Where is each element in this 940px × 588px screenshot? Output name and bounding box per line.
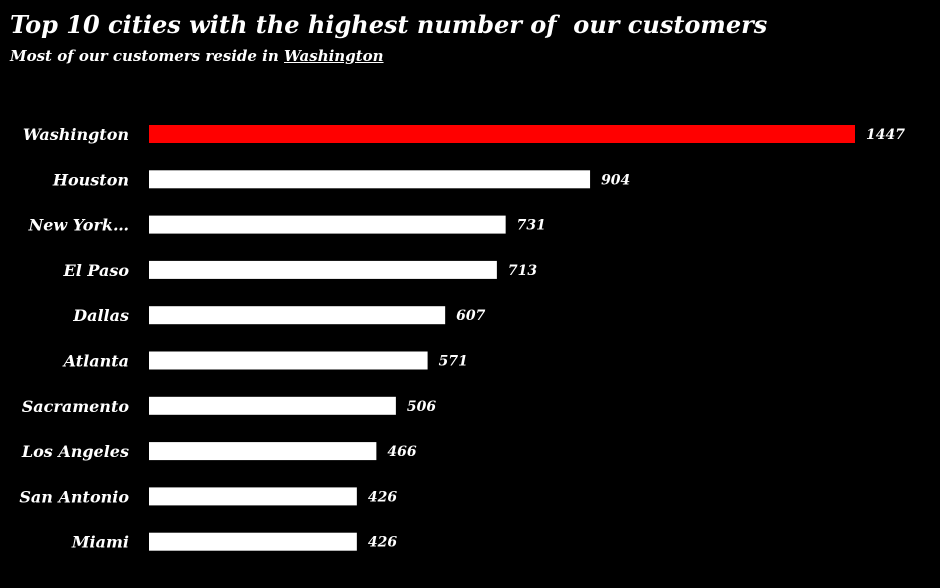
category-label: Miami [71,533,129,552]
category-label: Sacramento [22,397,130,416]
category-label: Los Angeles [21,442,129,461]
chart-subtitle: Most of our customers reside in Washingt… [10,47,384,65]
value-label: 466 [387,444,416,460]
category-label: New York… [28,216,129,235]
bar-miami [149,532,357,551]
bar-atlanta [149,351,428,370]
value-label: 506 [407,399,436,415]
category-label: Dallas [72,306,129,325]
bar-el-paso [149,260,497,279]
bar-los-angeles [149,442,377,461]
bar-new-york [149,215,506,234]
value-label: 1447 [866,127,905,143]
bar-washington [149,125,855,143]
value-label: 731 [517,218,546,234]
category-label: San Antonio [19,487,129,506]
bar-dallas [149,306,446,325]
value-label: 607 [456,308,485,324]
value-label: 571 [439,354,468,370]
subtitle-prefix: Most of our customers reside in [10,47,284,65]
value-label: 426 [368,489,397,505]
bar-san-antonio [149,487,357,506]
subtitle-highlight: Washington [284,47,384,65]
category-label: Atlanta [62,352,129,371]
chart-title: Top 10 cities with the highest number of… [10,10,768,39]
bar-sacramento [149,396,396,415]
value-label: 713 [508,263,537,279]
bar-houston [149,170,591,189]
category-label: El Paso [63,261,130,280]
value-label: 426 [368,535,397,551]
value-label: 904 [601,172,630,188]
category-label: Washington [23,125,129,144]
category-label: Houston [52,170,129,189]
